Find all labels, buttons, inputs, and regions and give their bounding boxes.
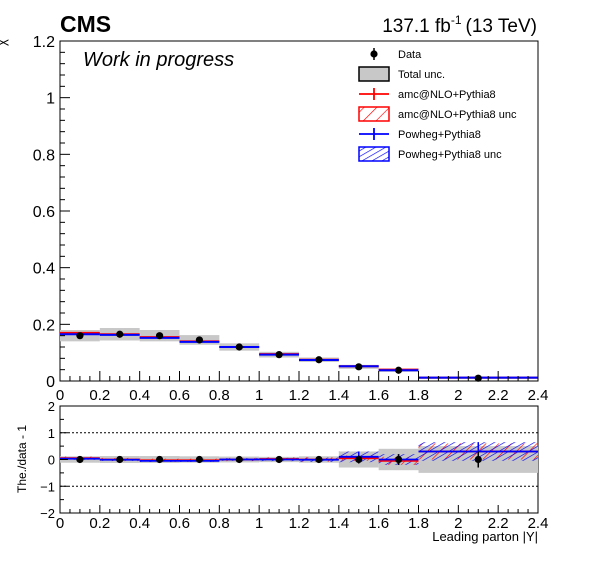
main-y-tick-label: 0.6 — [33, 204, 55, 221]
main-x-tick-label: 0.2 — [89, 387, 110, 404]
main-y-tick-label: 0.4 — [33, 261, 55, 278]
main-x-tick-label: 0.6 — [169, 387, 190, 404]
data-point — [116, 330, 124, 338]
legend-label-powheg_unc: Powheg+Pythia8 unc — [398, 149, 502, 161]
legend-label-amc: amc@NLO+Pythia8 — [398, 89, 496, 101]
data-point — [315, 356, 323, 364]
main-y-tick-label: 1.2 — [33, 34, 55, 51]
ratio-data-point — [76, 455, 84, 464]
main-x-tick-label: 2.2 — [488, 387, 509, 404]
ratio-x-tick-label: 0.2 — [89, 515, 110, 532]
ratio-y-axis-label: The./data - 1 — [15, 425, 29, 493]
legend-label-total: Total unc. — [398, 69, 445, 81]
ratio-axes: 0 0.2 0.4 0.6 0.8 1 1.2 1.4 1.6 1.8 2 2.2 2.4 −2 −1 0 1 2 — [40, 399, 548, 532]
ratio-data-point — [315, 455, 323, 464]
ratio-x-tick-label: 2.4 — [528, 515, 549, 532]
main-x-tick-label: 1.8 — [408, 387, 429, 404]
ratio-x-tick-label: 1.6 — [368, 515, 389, 532]
ratio-data-point — [355, 455, 363, 464]
main-x-tick-label: 1.4 — [328, 387, 349, 404]
ratio-data-point — [116, 455, 124, 464]
ratio-x-tick-label: 1.2 — [289, 515, 310, 532]
ratio-x-tick-label: 1.8 — [408, 515, 429, 532]
legend-total-unc-box — [358, 66, 390, 82]
main-x-tick-label: 0.8 — [209, 387, 230, 404]
data-point — [235, 343, 243, 351]
legend-label-amc_unc: amc@NLO+Pythia8 unc — [398, 109, 517, 121]
x-axis-label: Leading parton |Y| — [432, 529, 538, 544]
legend-label-powheg: Powheg+Pythia8 — [398, 129, 481, 141]
legend-powheg_unc-box — [358, 146, 390, 162]
ratio-x-tick-label: 2 — [454, 515, 462, 532]
main-x-tick-label: 0 — [56, 387, 64, 404]
main-x-tick-label: 2 — [454, 387, 462, 404]
data-point — [355, 363, 363, 371]
ratio-plot-content — [60, 432, 538, 487]
data-point — [275, 351, 283, 359]
ratio-data-point — [155, 455, 164, 464]
main-x-tick-label: 0.4 — [129, 387, 150, 404]
ratio-data-point — [474, 455, 482, 464]
main-x-tick-label: 2.4 — [528, 387, 549, 404]
data-point — [195, 336, 204, 344]
ratio-x-tick-label: 0.4 — [129, 515, 150, 532]
ratio-y-tick-label: 1 — [48, 426, 55, 441]
ratio-x-tick-label: 0 — [56, 515, 64, 532]
legend-label-data: Data — [398, 49, 422, 61]
lumi-energy: (13 TeV) — [466, 16, 537, 37]
ratio-y-tick-label: −2 — [40, 506, 55, 521]
ratio-x-tick-label: 0.8 — [209, 515, 230, 532]
ratio-data-point — [275, 455, 283, 464]
main-x-tick-label: 1 — [255, 387, 263, 404]
ratio-x-tick-label: 1.4 — [328, 515, 349, 532]
ratio-data-point — [394, 455, 403, 464]
main-y-tick-label: 0.2 — [33, 317, 55, 334]
ratio-x-tick-label: 1 — [255, 515, 263, 532]
legend: Data Total unc. amc@NLO+Pythia8 amc@NLO+Pyt… — [358, 48, 517, 162]
experiment-label: CMS — [60, 11, 111, 37]
lumi-label: 137.1 fb-1 (13 TeV) — [382, 13, 537, 37]
lumi-exponent: -1 — [451, 13, 462, 27]
main-x-tick-label: 1.2 — [289, 387, 310, 404]
ratio-x-tick-label: 0.6 — [169, 515, 190, 532]
main-y-axis-label: χ — [0, 39, 9, 46]
main-x-tick-label: 1.6 — [368, 387, 389, 404]
ratio-y-tick-label: 0 — [48, 453, 55, 468]
main-panel: Work in progress χ 0 0.2 0.4 0.6 0.8 1 1.2 1.4 1… — [0, 34, 548, 404]
main-y-tick-label: 0.8 — [33, 147, 55, 164]
ratio-y-tick-label: −1 — [40, 479, 55, 494]
ratio-data-point — [195, 455, 204, 464]
ratio-data-point — [235, 455, 243, 464]
main-y-tick-label: 1 — [46, 91, 55, 108]
legend-amc_unc-box — [358, 106, 390, 122]
main-y-tick-label: 0 — [46, 374, 55, 391]
ratio-y-tick-label: 2 — [48, 399, 55, 414]
ratio-panel: The./data - 1 Leading parton |Y| 0 0.2 0.4… — [15, 399, 548, 544]
main-axes: 0 0.2 0.4 0.6 0.8 1 1.2 1.4 1.6 1.8 2 2.2 2.4 0 0.2 0.4… — [33, 34, 549, 404]
ratio-x-tick-label: 2.2 — [488, 515, 509, 532]
data-point — [155, 332, 164, 340]
data-point — [394, 366, 403, 374]
status-label: Work in progress — [83, 49, 234, 71]
data-point — [76, 332, 84, 340]
lumi-value: 137.1 fb — [382, 16, 451, 37]
